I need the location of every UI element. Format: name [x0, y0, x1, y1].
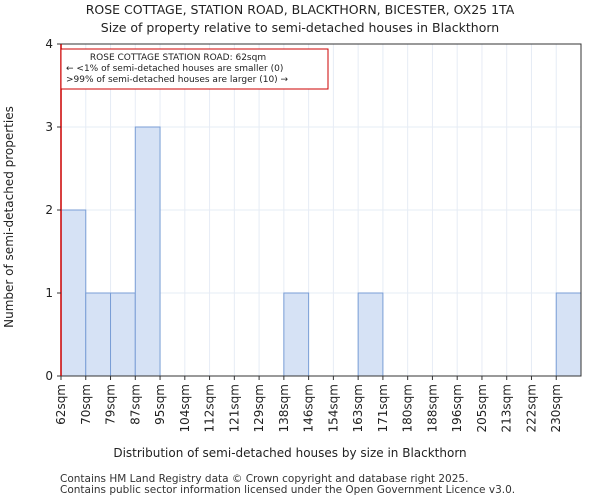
x-tick-label: 79sqm: [104, 384, 118, 425]
footer-line-2: Contains public sector information licen…: [60, 484, 516, 496]
x-tick-label: 70sqm: [79, 384, 93, 425]
x-tick-label: 104sqm: [178, 384, 192, 432]
x-tick-label: 205sqm: [475, 384, 489, 432]
x-tick-label: 188sqm: [425, 384, 439, 432]
x-tick-label: 138sqm: [277, 384, 291, 432]
x-tick-label: 222sqm: [524, 384, 538, 432]
bar-163sqm: [357, 292, 384, 377]
x-tick-label: 180sqm: [401, 384, 415, 432]
bar-138sqm: [283, 292, 310, 377]
x-axis-label: Distribution of semi-detached houses by …: [113, 446, 466, 460]
chart-subtitle: Size of property relative to semi-detach…: [100, 20, 500, 35]
x-tick-label: 163sqm: [351, 384, 365, 432]
y-tick-label: 2: [45, 203, 53, 217]
x-tick-label: 95sqm: [153, 384, 167, 425]
histogram-chart: 0 1 2 3 4 62sqm 70sqm 79sqm 87sqm 95sqm 104sqm 112…: [2, 37, 582, 460]
footer-line-1: Contains HM Land Registry data © Crown c…: [60, 473, 469, 485]
y-tick-label: 1: [45, 286, 53, 300]
x-tick-label: 87sqm: [128, 384, 142, 425]
annotation-line-1: ROSE COTTAGE STATION ROAD: 62sqm: [90, 53, 266, 63]
chart-title: ROSE COTTAGE, STATION ROAD, BLACKTHORN, …: [85, 2, 515, 17]
annotation-box: ROSE COTTAGE STATION ROAD: 62sqm ← <1% o…: [60, 48, 329, 90]
y-axis-label: Number of semi-detached properties: [2, 106, 16, 328]
x-tick-label: 230sqm: [549, 384, 563, 432]
bars: [60, 126, 582, 377]
x-tick-label: 213sqm: [500, 384, 514, 432]
bar-70sqm: [85, 292, 112, 377]
x-tick-label: 154sqm: [326, 384, 340, 432]
y-tick-label: 0: [45, 369, 53, 383]
x-tick-label: 196sqm: [450, 384, 464, 432]
x-tick-label: 112sqm: [203, 384, 217, 432]
x-tick-label: 62sqm: [54, 384, 68, 425]
x-tick-label: 121sqm: [227, 384, 241, 432]
annotation-line-2: ← <1% of semi-detached houses are smalle…: [66, 64, 283, 74]
bar-62sqm: [60, 209, 87, 377]
x-tick-label: 129sqm: [252, 384, 266, 432]
annotation-line-3: >99% of semi-detached houses are larger …: [66, 75, 289, 85]
x-tick-label: 146sqm: [302, 384, 316, 432]
bar-230sqm: [555, 292, 582, 377]
bar-79sqm: [110, 292, 136, 377]
bar-87sqm: [134, 126, 161, 377]
y-tick-label: 3: [45, 120, 53, 134]
x-tick-label: 171sqm: [376, 384, 390, 432]
y-tick-label: 4: [45, 37, 53, 51]
y-axis: 0 1 2 3 4: [45, 37, 61, 383]
x-axis: 62sqm 70sqm 79sqm 87sqm 95sqm 104sqm 112sqm 121…: [54, 376, 563, 432]
